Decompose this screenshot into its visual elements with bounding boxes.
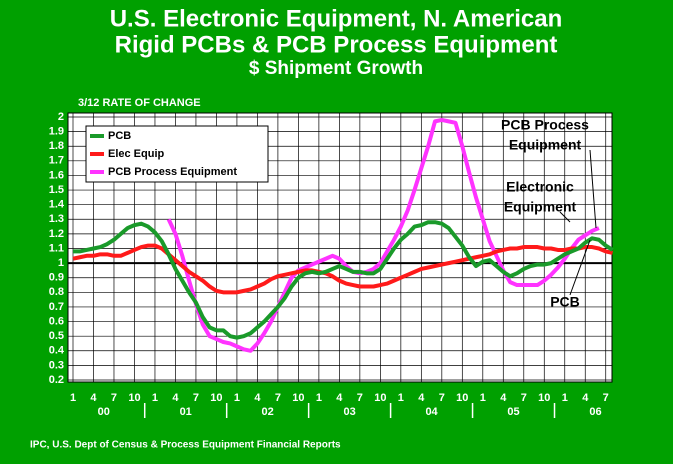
y-axis-label: 3/12 RATE OF CHANGE <box>78 97 201 109</box>
legend-label: PCB Process Equipment <box>108 166 237 178</box>
y-tick-label: 1.6 <box>49 169 64 181</box>
y-tick-label: 1.5 <box>49 184 64 196</box>
annotation: Equipment <box>509 137 582 153</box>
x-tick-label: 10 <box>374 392 386 404</box>
y-tick-label: 1.1 <box>49 242 64 254</box>
y-tick-label: 0.2 <box>49 374 64 386</box>
x-tick-label: 1 <box>70 392 76 404</box>
y-tick-label: 0.8 <box>49 286 64 298</box>
title-line: Rigid PCBs & PCB Process Equipment <box>115 31 558 58</box>
x-tick-label: 10 <box>538 392 550 404</box>
year-label: 05 <box>507 406 519 418</box>
x-tick-label: 10 <box>128 392 140 404</box>
x-tick-label: 1 <box>234 392 240 404</box>
year-label: 06 <box>589 406 601 418</box>
year-label: 03 <box>343 406 355 418</box>
x-tick-label: 7 <box>439 392 445 404</box>
y-tick-label: 1 <box>58 257 64 269</box>
series-line <box>72 243 613 295</box>
y-tick-label: 1.7 <box>49 155 64 167</box>
year-label: 00 <box>98 406 110 418</box>
x-tick-label: 1 <box>152 392 158 404</box>
y-tick-label: 0.5 <box>49 330 64 342</box>
x-tick-label: 10 <box>210 392 222 404</box>
x-tick-label: 4 <box>500 392 507 404</box>
year-label: 04 <box>425 406 438 418</box>
x-tick-label: 4 <box>172 392 179 404</box>
legend-box <box>85 125 269 183</box>
y-tick-label: 1.2 <box>49 228 64 240</box>
x-tick-label: 1 <box>316 392 322 404</box>
x-tick-label: 7 <box>111 392 117 404</box>
y-tick-label: 0.7 <box>49 301 64 313</box>
x-tick-label: 7 <box>275 392 281 404</box>
series-line <box>166 117 600 353</box>
y-tick-label: 1.4 <box>49 199 65 211</box>
x-tick-label: 7 <box>193 392 199 404</box>
source: IPC, U.S. Dept of Census & Process Equip… <box>30 440 341 451</box>
y-tick-label: 1.3 <box>49 213 64 225</box>
x-tick-label: 4 <box>418 392 425 404</box>
legend-label: PCB <box>108 130 131 142</box>
x-tick-label: 10 <box>292 392 304 404</box>
x-tick-label: 4 <box>336 392 343 404</box>
x-tick-label: 7 <box>357 392 363 404</box>
year-label: 02 <box>262 406 274 418</box>
annotation: PCB Process <box>501 117 589 133</box>
x-tick-label: 4 <box>90 392 97 404</box>
x-tick-label: 7 <box>603 392 609 404</box>
y-tick-label: 0.3 <box>49 359 64 371</box>
annotation: Electronic <box>506 179 574 195</box>
annotation-arrow <box>559 211 571 223</box>
annotation: PCB <box>550 294 580 310</box>
y-tick-label: 0.9 <box>49 272 64 284</box>
title-line: U.S. Electronic Equipment, N. American <box>110 5 563 32</box>
x-tick-label: 10 <box>456 392 468 404</box>
x-tick-label: 4 <box>254 392 261 404</box>
x-tick-label: 1 <box>562 392 568 404</box>
x-tick-label: 4 <box>582 392 589 404</box>
y-tick-label: 2 <box>58 111 64 123</box>
x-tick-label: 1 <box>398 392 404 404</box>
x-tick-label: 7 <box>521 392 527 404</box>
y-tick-label: 1.9 <box>49 126 64 138</box>
annotation: Equipment <box>504 199 577 215</box>
annotation-arrow <box>569 239 591 296</box>
y-tick-label: 1.8 <box>49 140 64 152</box>
x-tick-label: 1 <box>480 392 486 404</box>
legend-label: Elec Equip <box>108 148 165 160</box>
subtitle: $ Shipment Growth <box>249 58 423 79</box>
y-tick-label: 0.6 <box>49 315 64 327</box>
series-line <box>73 220 614 340</box>
annotation-arrow <box>589 149 597 229</box>
y-tick-label: 0.4 <box>49 345 65 357</box>
year-label: 01 <box>180 406 192 418</box>
